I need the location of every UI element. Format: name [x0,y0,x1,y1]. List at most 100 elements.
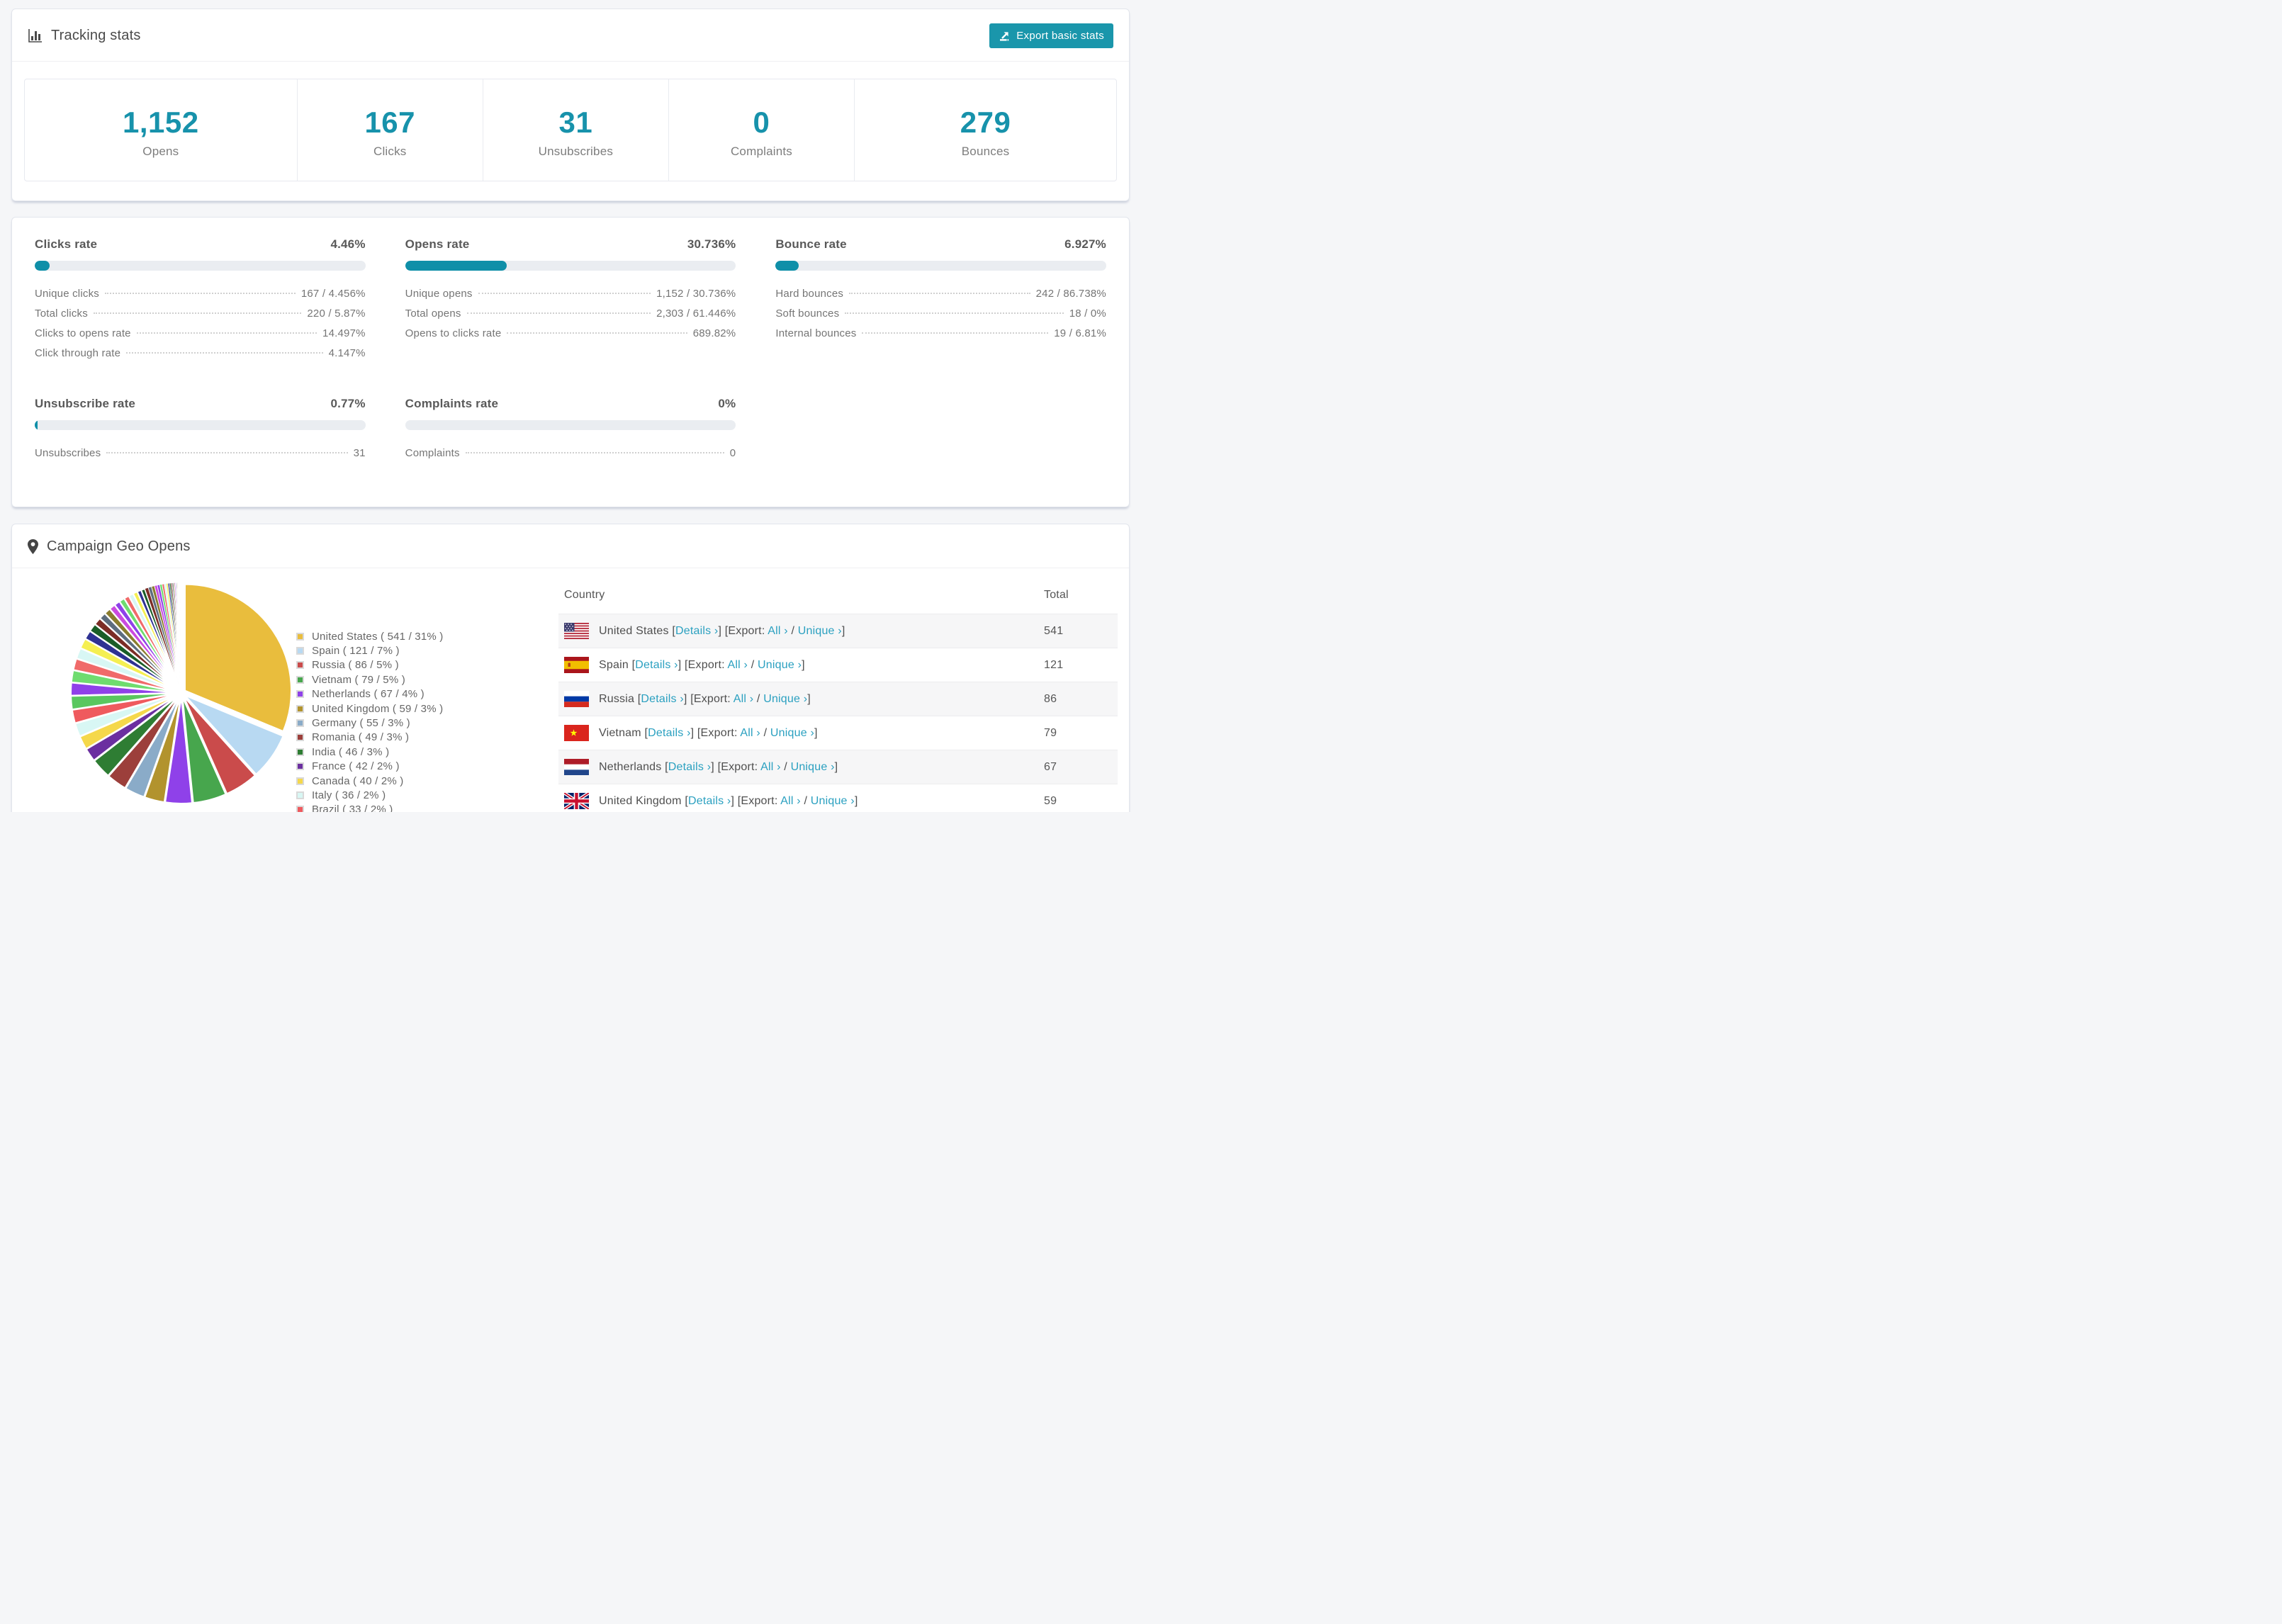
flag-ru-icon [564,691,589,707]
rate-row-value: 220 / 5.87% [307,308,366,320]
rate-row-value: 4.147% [328,347,366,359]
pie-slice-vietnam[interactable] [181,697,227,804]
country-cell-td: Spain [Details ›] [Export: All › / Uniqu… [558,648,1038,682]
rate-value: 0.77% [330,397,366,410]
rate-value: 6.927% [1064,237,1106,251]
legend-item-netherlands[interactable]: Netherlands ( 67 / 4% ) [296,687,530,701]
export-all-link[interactable]: All › [768,624,788,637]
details-link[interactable]: Details › [668,760,712,773]
legend-item-vietnam[interactable]: Vietnam ( 79 / 5% ) [296,672,530,687]
details-link[interactable]: Details › [641,692,684,705]
details-link[interactable]: Details › [687,794,731,807]
rate-progress-track [405,261,736,271]
pie-slice-netherlands[interactable] [164,697,193,804]
stat-box-opens: 1,152 Opens [25,79,298,181]
country-name: Russia [599,692,635,705]
stat-boxes-row: 1,152 Opens 167 Clicks 31 Unsubscribes 0 Compla… [24,79,1117,181]
rate-row-value: 689.82% [692,327,736,339]
legend-swatch [296,733,304,742]
geo-table-row-united-kingdom: United Kingdom [Details ›] [Export: All … [558,784,1118,813]
dotted-leader [862,332,1049,334]
rate-row-total-clicks: Total clicks 220 / 5.87% [35,308,366,327]
rate-rows: Hard bounces 242 / 86.738% Soft bounces 18 … [775,288,1106,347]
rate-row-unique-opens: Unique opens 1,152 / 30.736% [405,288,736,308]
rate-block-complaints-rate: Complaints rate 0% Complaints 0 [405,397,736,467]
export-basic-stats-button[interactable]: Export basic stats [989,23,1113,48]
rate-progress-fill [35,261,50,271]
legend-swatch [296,791,304,799]
legend-item-france[interactable]: France ( 42 / 2% ) [296,760,530,774]
country-cell-td: United States [Details ›] [Export: All ›… [558,614,1038,648]
details-link[interactable]: Details › [675,624,719,637]
rate-row-value: 167 / 4.456% [300,288,366,300]
rate-row-unique-clicks: Unique clicks 167 / 4.456% [35,288,366,308]
export-prefix: Export: [700,726,738,739]
stat-box-complaints: 0 Complaints [669,79,855,181]
export-unique-link[interactable]: Unique › [758,658,802,671]
rate-row-value: 19 / 6.81% [1054,327,1106,339]
legend-item-united-kingdom[interactable]: United Kingdom ( 59 / 3% ) [296,701,530,716]
export-unique-link[interactable]: Unique › [770,726,814,739]
pie-slice-germany[interactable] [125,696,181,799]
legend-item-india[interactable]: India ( 46 / 3% ) [296,745,530,759]
legend-label: United Kingdom ( 59 / 3% ) [312,702,444,715]
pie-slice-romania[interactable] [107,696,180,789]
country-cell: United States [Details ›] [Export: All ›… [564,623,1033,639]
geo-table-scroll[interactable]: Country Total United States [Details ›] … [558,578,1118,812]
rate-row-label: Internal bounces [775,327,857,339]
legend-item-russia[interactable]: Russia ( 86 / 5% ) [296,658,530,672]
geo-table-area: Country Total United States [Details ›] … [530,568,1129,812]
pie-slice-united-kingdom[interactable] [143,697,181,803]
flag-nl-icon [564,759,589,775]
dotted-leader [466,312,651,314]
geo-content: United States ( 541 / 31% ) Spain ( 121 /… [12,568,1129,812]
rate-progress-fill [35,420,38,430]
export-unique-link[interactable]: Unique › [810,794,855,807]
rate-row-label: Total clicks [35,308,88,320]
tracking-stats-title-row: Tracking stats [28,28,141,44]
legend-item-italy[interactable]: Italy ( 36 / 2% ) [296,788,530,802]
country-column-header: Country [564,589,605,601]
rate-head: Opens rate 30.736% [405,237,736,252]
rate-rows: Complaints 0 [405,447,736,467]
legend-label: Romania ( 49 / 3% ) [312,731,410,744]
rates-grid: Clicks rate 4.46% Unique clicks 167 / 4.456… [35,237,1106,467]
export-unique-link[interactable]: Unique › [790,760,835,773]
export-button-label: Export basic stats [1016,30,1104,42]
country-cell: Netherlands [Details ›] [Export: All › /… [564,759,1033,775]
legend-item-romania[interactable]: Romania ( 49 / 3% ) [296,731,530,745]
export-unique-link[interactable]: Unique › [763,692,808,705]
legend-item-brazil[interactable]: Brazil ( 33 / 2% ) [296,803,530,812]
export-all-link[interactable]: All › [740,726,760,739]
rate-row-value: 0 [729,447,736,459]
legend-item-germany[interactable]: Germany ( 55 / 3% ) [296,716,530,730]
legend-label: Russia ( 86 / 5% ) [312,659,399,672]
legend-swatch [296,632,304,641]
pie-slice-spain[interactable] [184,694,284,776]
pie-slice-russia[interactable] [183,696,257,795]
country-name: United States [599,624,669,637]
dotted-leader [465,452,724,453]
rate-row-label: Click through rate [35,347,121,359]
export-all-link[interactable]: All › [760,760,781,773]
export-all-link[interactable]: All › [780,794,801,807]
pie-slice-united-states[interactable] [184,583,292,733]
dotted-leader [93,312,302,314]
country-cell-td: Russia [Details ›] [Export: All › / Uniq… [558,682,1038,716]
geo-opens-pie-chart[interactable] [67,578,296,808]
legend-label: Brazil ( 33 / 2% ) [312,803,393,812]
details-link[interactable]: Details › [635,658,678,671]
legend-label: India ( 46 / 3% ) [312,745,390,758]
stat-box-bounces: 279 Bounces [855,79,1116,181]
legend-item-canada[interactable]: Canada ( 40 / 2% ) [296,774,530,788]
dotted-leader [507,332,687,334]
export-unique-link[interactable]: Unique › [797,624,842,637]
export-all-link[interactable]: All › [727,658,748,671]
country-total: 121 [1044,658,1064,671]
details-link[interactable]: Details › [648,726,691,739]
legend-item-spain[interactable]: Spain ( 121 / 7% ) [296,643,530,658]
legend-item-united-states[interactable]: United States ( 541 / 31% ) [296,629,530,643]
stat-label: Opens [142,145,179,158]
export-all-link[interactable]: All › [733,692,754,705]
flag-es-icon [564,657,589,673]
